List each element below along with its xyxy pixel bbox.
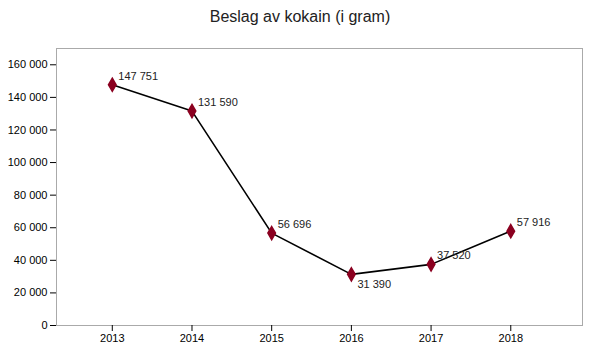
svg-text:100 000: 100 000 <box>8 156 48 168</box>
svg-text:37 520: 37 520 <box>437 249 471 261</box>
svg-text:2017: 2017 <box>419 332 443 344</box>
svg-text:40 000: 40 000 <box>14 254 48 266</box>
svg-text:2014: 2014 <box>180 332 204 344</box>
svg-text:2015: 2015 <box>259 332 283 344</box>
svg-text:147 751: 147 751 <box>118 70 158 82</box>
html-text:Beslag av kokain (i gram): Beslag av kokain (i gram) <box>209 8 391 25</box>
svg-text:131 590: 131 590 <box>198 96 238 108</box>
svg-text:2013: 2013 <box>100 332 124 344</box>
svg-text:20 000: 20 000 <box>14 286 48 298</box>
svg-text:0: 0 <box>41 319 47 331</box>
svg-text:160 000: 160 000 <box>8 58 48 70</box>
svg-text:140 000: 140 000 <box>8 91 48 103</box>
svg-text:2016: 2016 <box>339 332 363 344</box>
svg-text:60 000: 60 000 <box>14 221 48 233</box>
svg-text:57 916: 57 916 <box>517 216 551 228</box>
svg-text:56 696: 56 696 <box>278 218 312 230</box>
svg-text:2018: 2018 <box>499 332 523 344</box>
svg-text:80 000: 80 000 <box>14 189 48 201</box>
svg-text:120 000: 120 000 <box>8 123 48 135</box>
svg-text:31 390: 31 390 <box>357 278 391 290</box>
